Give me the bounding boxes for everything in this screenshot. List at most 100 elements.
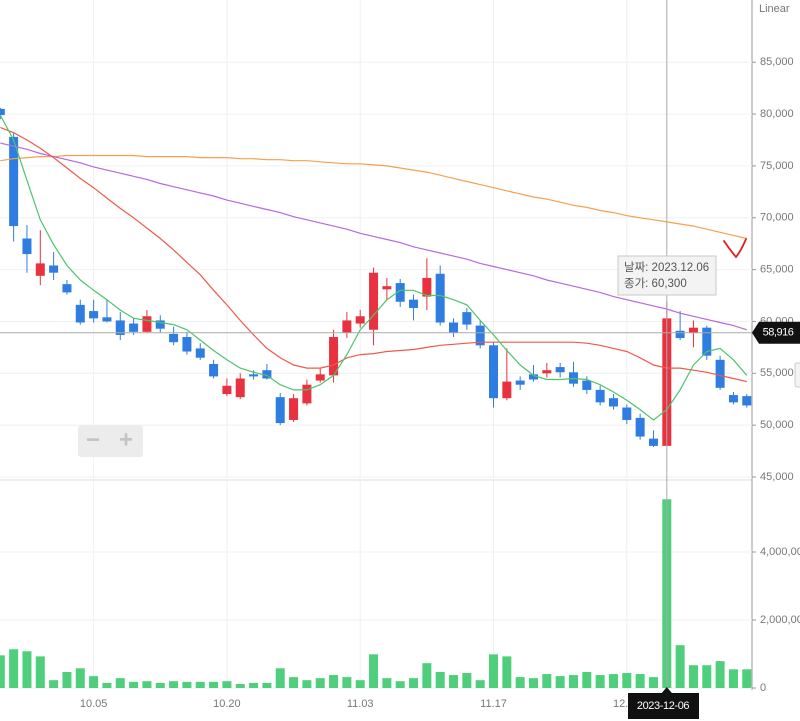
candle-body	[22, 238, 32, 255]
candle-body	[622, 407, 632, 420]
candle-body	[222, 385, 232, 395]
candle-body	[648, 438, 658, 446]
volume-bar	[222, 681, 232, 688]
date-badge-label: 2023-12-06	[637, 700, 690, 712]
volume-bar	[435, 672, 445, 688]
candle-body	[0, 108, 5, 116]
y-tick-label: 2,000,000	[760, 614, 800, 626]
candle-body	[62, 284, 72, 293]
volume-bar	[648, 677, 658, 688]
tooltip-line: 날짜: 2023.12.06	[624, 261, 709, 274]
candle-body	[195, 348, 205, 358]
candle-body	[409, 299, 419, 308]
date-badge-arrow	[661, 687, 672, 693]
candle-body	[475, 325, 485, 346]
y-tick-label: 0	[760, 682, 766, 694]
candle-body	[382, 286, 392, 290]
candle-body	[369, 272, 379, 330]
volume-bar	[475, 680, 485, 688]
volume-bar	[555, 676, 565, 688]
volume-bar	[195, 681, 205, 688]
volume-bar	[502, 656, 512, 688]
volume-bar	[129, 681, 139, 688]
y-tick-label: 65,000	[760, 264, 794, 276]
x-tick-label: 10.20	[213, 698, 241, 710]
x-tick-label: 10.05	[80, 698, 108, 710]
volume-bar	[35, 656, 45, 688]
volume-bar	[0, 655, 5, 688]
y-tick-label: 75,000	[760, 160, 794, 172]
zoom-out[interactable]: −	[86, 426, 100, 453]
y-tick-label: 4,000,000	[760, 546, 800, 558]
candle-body	[289, 398, 299, 420]
candle-body	[75, 304, 85, 323]
tooltip-line: 종가: 60,300	[624, 277, 687, 290]
y-tick-label: 80,000	[760, 108, 794, 120]
volume-bar	[675, 645, 685, 688]
volume-bar	[75, 668, 85, 688]
x-tick-label: 11.17	[480, 698, 507, 710]
zoom-in[interactable]: +	[119, 426, 133, 453]
date-badge	[628, 693, 699, 719]
candle-body	[449, 322, 459, 333]
scale-label: Linear	[759, 3, 790, 15]
volume-bar	[529, 678, 538, 688]
y-tick-label: 45,000	[760, 471, 794, 483]
zoom-bg	[78, 425, 143, 457]
volume-bar	[22, 651, 32, 688]
volume-bar	[62, 672, 72, 688]
candle-body	[49, 265, 59, 273]
candle-body	[249, 374, 259, 377]
price-tag	[752, 321, 800, 344]
volume-bar	[568, 675, 578, 688]
volume-bar	[89, 676, 99, 688]
volume-bar	[155, 682, 165, 688]
candle-body	[702, 327, 712, 356]
candle-body	[608, 398, 618, 407]
volume-bar	[369, 654, 379, 688]
candle-body	[142, 316, 152, 332]
volume-bar	[702, 665, 712, 688]
candle-body	[169, 333, 179, 343]
volume-bar	[302, 680, 312, 688]
candle-body	[515, 380, 525, 385]
moving-average-line	[0, 126, 747, 383]
candle-body	[395, 283, 405, 302]
volume-bar	[115, 678, 125, 688]
candle-body	[529, 374, 538, 380]
candle-body	[422, 277, 432, 297]
candle-body	[262, 370, 272, 379]
volume-bar	[728, 669, 738, 688]
volume-bar	[329, 675, 339, 688]
candle-body	[9, 136, 19, 227]
volume-bar	[275, 668, 285, 688]
volume-bar	[142, 681, 152, 688]
candle-body	[35, 263, 45, 276]
volume-bar	[382, 678, 392, 688]
volume-bar	[235, 683, 245, 688]
candle-body	[302, 384, 312, 404]
candle-body	[462, 312, 472, 325]
zoom-controls: − +	[78, 425, 143, 457]
candle-body	[155, 320, 165, 329]
volume-bar	[422, 663, 432, 688]
candle-body	[342, 320, 352, 333]
volume-bar	[515, 677, 525, 688]
candle-body	[235, 378, 245, 398]
candle-body	[489, 345, 499, 399]
moving-average-line	[0, 154, 747, 240]
volume-bar	[342, 677, 352, 688]
volume-bar	[635, 674, 645, 688]
candle-body	[688, 327, 698, 333]
candle-body	[555, 367, 565, 373]
volume-bar	[49, 680, 59, 688]
candle-body	[209, 363, 219, 377]
volume-bar	[582, 672, 592, 688]
candle-body	[742, 396, 752, 406]
volume-bar	[715, 661, 725, 688]
candle-body	[728, 395, 738, 403]
volume-bar	[608, 674, 618, 688]
candle-body	[115, 320, 125, 335]
y-tick-label: 70,000	[760, 212, 794, 224]
